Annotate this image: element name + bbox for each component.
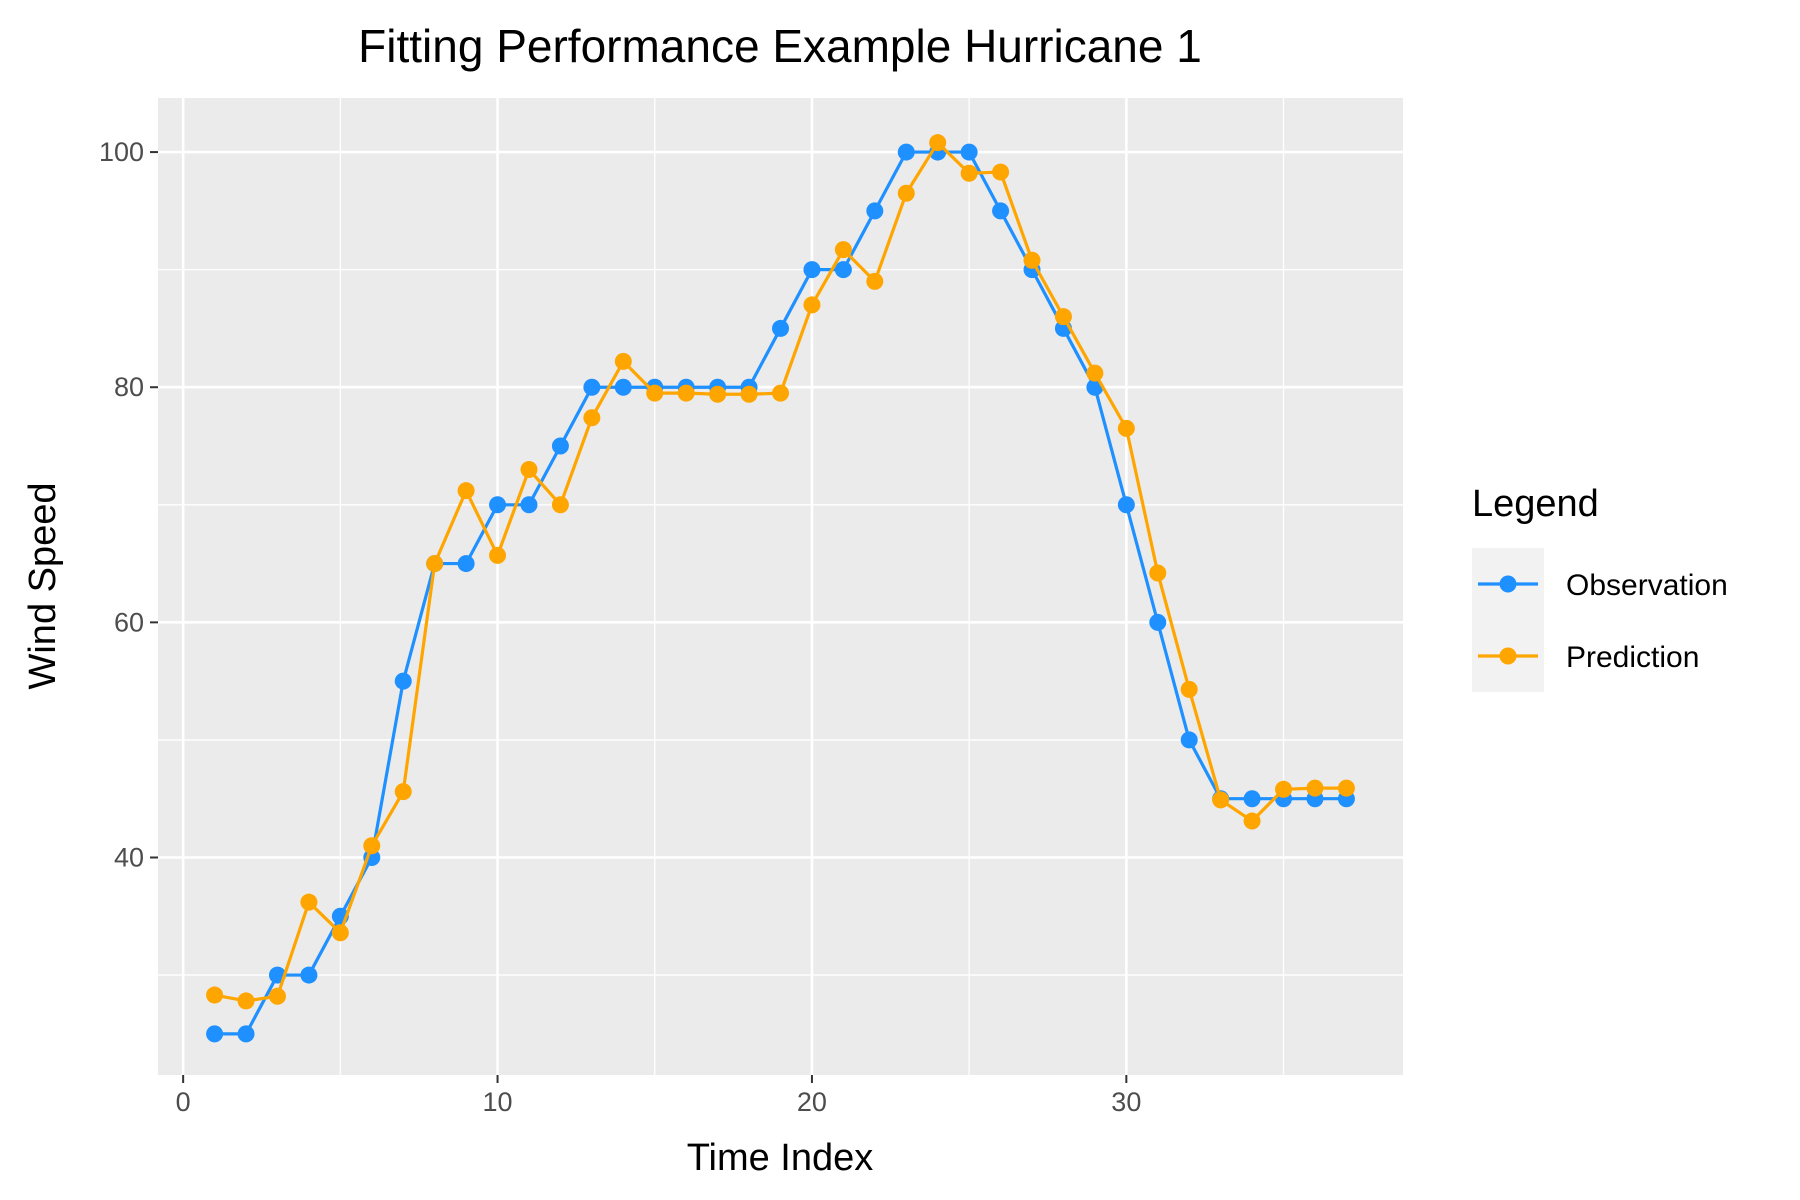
x-tick-label: 30	[1111, 1087, 1141, 1117]
axes: 0 10 20 30 40 60 80 100	[99, 137, 1141, 1117]
legend-label: Prediction	[1566, 641, 1699, 674]
observation-point	[614, 378, 632, 396]
prediction-point	[331, 924, 349, 942]
prediction-point	[237, 992, 255, 1010]
y-tick-label: 100	[99, 137, 144, 167]
legend-key-point	[1499, 575, 1517, 593]
observation-point	[1149, 613, 1167, 631]
observation-point	[772, 319, 789, 337]
prediction-point	[363, 837, 381, 855]
prediction-point	[206, 986, 224, 1004]
prediction-point	[1306, 779, 1324, 797]
y-tick-label: 60	[114, 607, 144, 637]
prediction-point	[394, 783, 412, 801]
y-tick-label: 80	[114, 372, 144, 402]
legend-key-background	[1472, 548, 1544, 692]
y-axis-title: Wind Speed	[22, 482, 64, 689]
prediction-point	[268, 987, 286, 1005]
prediction-point	[583, 409, 601, 427]
prediction-point	[897, 184, 915, 202]
x-tick-label: 10	[483, 1087, 513, 1117]
observation-point	[206, 1025, 224, 1043]
prediction-point	[1212, 791, 1230, 809]
chart-title: Fitting Performance Example Hurricane 1	[358, 20, 1202, 72]
prediction-point	[1337, 779, 1355, 797]
y-tick-label: 40	[114, 842, 144, 872]
prediction-point	[677, 384, 695, 402]
observation-point	[1117, 496, 1135, 514]
observation-point	[457, 555, 475, 573]
legend-key-point	[1499, 647, 1517, 665]
prediction-point	[1023, 251, 1041, 269]
prediction-point	[426, 555, 444, 573]
prediction-point	[457, 482, 475, 500]
observation-point	[489, 496, 507, 514]
observation-point	[992, 202, 1010, 220]
observation-point	[866, 202, 884, 220]
prediction-point	[1275, 780, 1293, 798]
prediction-point	[520, 461, 538, 479]
prediction-point	[1149, 564, 1167, 582]
prediction-point	[740, 385, 758, 403]
prediction-point	[1180, 680, 1198, 698]
observation-point	[834, 261, 852, 279]
x-axis-title: Time Index	[687, 1137, 874, 1179]
prediction-point	[866, 272, 884, 290]
observation-point	[897, 143, 915, 161]
observation-point	[520, 496, 538, 514]
observation-point	[551, 437, 569, 455]
observation-point	[300, 966, 318, 984]
prediction-point	[929, 134, 947, 152]
data-series	[206, 134, 1355, 1043]
prediction-point	[489, 546, 507, 564]
observation-point	[960, 143, 978, 161]
prediction-point	[803, 296, 821, 314]
legend-item-prediction: Prediction	[1478, 641, 1699, 674]
legend-item-observation: Observation	[1478, 569, 1728, 602]
observation-point	[1243, 790, 1261, 808]
prediction-point	[772, 384, 789, 402]
prediction-point	[614, 352, 632, 370]
prediction-point	[960, 164, 978, 182]
x-tick-label: 20	[797, 1087, 827, 1117]
observation-point	[237, 1025, 255, 1043]
prediction-point	[709, 385, 727, 403]
prediction-series	[206, 134, 1355, 1010]
observation-point	[583, 378, 601, 396]
x-tick-label: 0	[176, 1087, 191, 1117]
prediction-point	[834, 241, 852, 259]
plot-panel	[158, 98, 1403, 1075]
legend-label: Observation	[1566, 569, 1728, 602]
prediction-point	[551, 496, 569, 514]
legend-title: Legend	[1472, 483, 1599, 525]
prediction-point	[300, 893, 318, 911]
observation-point	[394, 672, 412, 690]
prediction-point	[646, 384, 664, 402]
observation-point	[803, 261, 821, 279]
prediction-point	[992, 163, 1010, 181]
prediction-point	[1243, 812, 1261, 830]
prediction-point	[1117, 419, 1135, 437]
prediction-point	[1086, 364, 1104, 382]
observation-point	[1180, 731, 1198, 749]
legend: Legend Observation Prediction	[1472, 483, 1728, 692]
prediction-point	[1054, 308, 1072, 326]
